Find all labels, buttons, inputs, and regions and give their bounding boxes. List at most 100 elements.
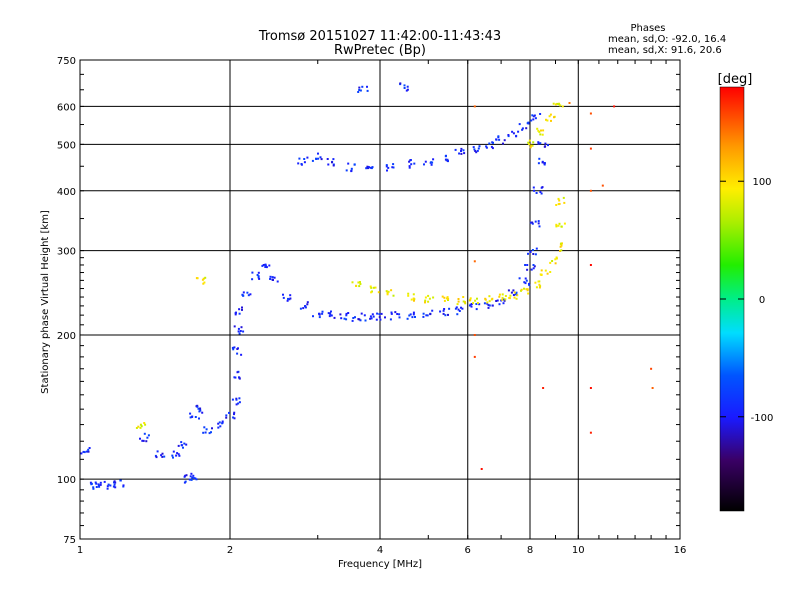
echo-point	[358, 89, 361, 91]
x-tick-label: 6	[465, 545, 471, 556]
echo-point	[540, 273, 543, 276]
echo-point	[512, 289, 515, 292]
echo-point	[589, 431, 592, 434]
echo-point	[456, 303, 459, 306]
echo-point	[366, 89, 369, 92]
echo-point	[315, 157, 317, 160]
echo-point	[526, 268, 529, 271]
echo-point	[536, 127, 539, 130]
x-tick-label: 1	[77, 545, 83, 556]
echo-point	[202, 282, 205, 285]
echo-point	[651, 387, 654, 389]
colorbar-tick-label: 100	[752, 177, 771, 188]
echo-point	[446, 296, 449, 299]
echo-point	[526, 289, 529, 292]
echo-point	[408, 314, 411, 317]
echo-point	[474, 299, 477, 302]
echo-point	[234, 313, 237, 316]
echo-point	[113, 483, 116, 486]
echo-point	[460, 306, 462, 309]
echo-point	[472, 146, 475, 149]
echo-point	[407, 292, 410, 295]
echo-point	[299, 307, 302, 310]
x-tick-label: 4	[377, 545, 383, 556]
echo-point	[589, 147, 592, 150]
echo-point	[540, 192, 543, 195]
echo-point	[185, 474, 188, 477]
echo-point	[203, 281, 206, 284]
echo-point	[457, 300, 460, 303]
echo-point	[538, 130, 541, 133]
echo-point	[317, 157, 320, 160]
echo-point	[269, 275, 272, 278]
echo-point	[385, 290, 388, 293]
x-tick-label: 8	[527, 545, 533, 556]
echo-point	[175, 454, 178, 457]
echo-point	[89, 481, 92, 484]
y-tick-label: 100	[57, 475, 76, 486]
echo-point	[545, 118, 547, 121]
echo-point	[544, 142, 547, 145]
echo-point	[455, 306, 458, 309]
echo-point	[380, 312, 383, 315]
echo-point	[327, 163, 330, 166]
echo-point	[546, 119, 549, 122]
echo-point	[345, 312, 348, 315]
echo-point	[135, 427, 138, 429]
echo-point	[359, 89, 362, 92]
echo-point	[231, 346, 234, 349]
echo-point	[498, 293, 501, 296]
echo-point	[485, 146, 488, 149]
echo-point	[204, 276, 207, 279]
echo-point	[387, 290, 390, 293]
echo-point	[521, 128, 524, 131]
echo-point	[357, 91, 360, 93]
echo-point	[257, 275, 260, 278]
echo-point	[554, 258, 557, 261]
echo-point	[492, 141, 494, 144]
echo-point	[399, 82, 402, 85]
echo-point	[300, 163, 303, 165]
echo-point	[560, 225, 563, 228]
echo-point	[289, 294, 292, 297]
echo-point	[369, 317, 372, 320]
echo-point	[443, 308, 446, 310]
echo-point	[542, 387, 545, 389]
echo-point	[144, 423, 147, 426]
echo-point	[269, 278, 272, 280]
echo-point	[473, 105, 476, 108]
echo-point	[532, 264, 535, 266]
echo-point	[551, 260, 554, 262]
echo-point	[189, 416, 192, 419]
echo-point	[392, 166, 395, 169]
echo-point	[219, 425, 222, 428]
echo-point	[446, 297, 448, 300]
echo-point	[528, 139, 531, 142]
echo-point	[375, 318, 378, 321]
echo-point	[109, 484, 112, 487]
echo-point	[268, 264, 271, 267]
echo-point	[359, 319, 362, 322]
echo-point	[501, 298, 504, 301]
echo-point	[533, 114, 536, 117]
echo-point	[242, 291, 245, 294]
echo-point	[405, 89, 408, 92]
echo-point	[488, 304, 491, 307]
echo-point	[242, 330, 245, 333]
echo-point	[196, 277, 199, 280]
echo-point	[353, 163, 356, 166]
echo-point	[345, 318, 348, 321]
echo-point	[233, 417, 236, 420]
echo-point	[549, 113, 552, 116]
colorbar-tick-label: 0	[759, 295, 765, 306]
echo-point	[201, 411, 204, 414]
echo-point	[464, 302, 467, 305]
echo-point	[408, 166, 411, 169]
echo-point	[447, 313, 449, 316]
echo-point	[345, 314, 348, 317]
echo-point	[473, 148, 476, 151]
echo-point	[372, 315, 375, 318]
echo-point	[525, 288, 528, 291]
echo-point	[113, 480, 116, 483]
